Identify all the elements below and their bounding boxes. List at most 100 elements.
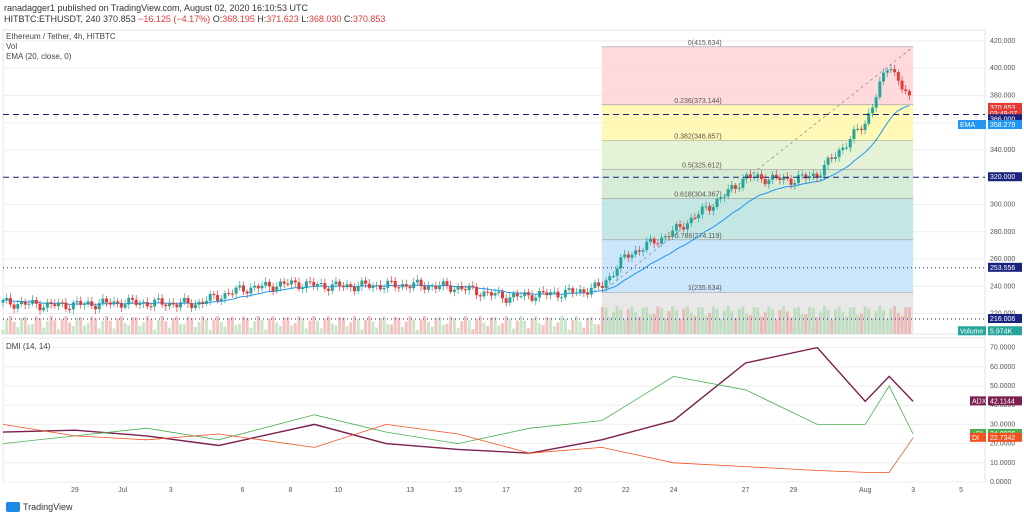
dmi-tag [970,432,986,442]
candle-body [156,298,160,300]
candle-body [260,285,264,289]
candle-body [648,238,652,242]
volume-bar [793,307,797,334]
candle-body [486,291,490,293]
candle-body [900,80,904,90]
volume-bar [674,310,678,334]
candle-body [93,305,97,310]
volume-bar [504,316,508,334]
candle-body [734,185,738,189]
candle-body [885,70,889,73]
low-label: L: [301,14,309,24]
candle-body [726,189,730,197]
volume-bar [90,316,94,334]
volume-bar [116,318,120,334]
candle-body [360,280,364,287]
volume-bar [430,326,434,334]
volume-bar [330,323,334,334]
dmi-axis-tick: 40.0000 [990,402,1015,409]
volume-bar [637,316,641,334]
volume-bar [45,321,49,334]
candle-body [364,280,368,284]
volume-bar [530,318,534,334]
candle-body [142,301,146,304]
candle-body [493,293,497,296]
volume-bar [719,318,723,334]
dmi-legend[interactable]: DMI (14, 14) [6,342,51,351]
volume-bar [182,324,186,334]
volume-bar [434,317,438,334]
volume-bar [600,306,604,334]
candle-body [893,69,897,73]
low-value: 368.030 [308,14,342,24]
volume-legend[interactable]: Vol [6,42,18,51]
candle-body [330,284,334,291]
volume-bar [611,311,615,334]
candle-body [463,289,467,291]
volume-bar [748,315,752,334]
candle-body [271,286,275,292]
candle-body [826,157,830,165]
candle-body [304,281,308,288]
volume-bar [526,328,530,334]
candle-body [748,174,752,179]
volume-bar [219,321,223,334]
candle-body [445,281,449,286]
symbol-legend[interactable]: Ethereum / Tether, 4h, HITBTC [6,32,116,41]
volume-bar [175,316,179,334]
volume-bar [819,311,823,334]
volume-bar [127,325,131,334]
candle-body [859,128,863,131]
price-change: −16.125 (−4.17%) [138,14,211,24]
volume-bar [241,316,245,334]
volume-bar [68,322,72,334]
dmi-tag [970,396,986,406]
candle-body [560,297,564,299]
candle-body [97,303,101,310]
ema-legend[interactable]: EMA (20, close, 0) [6,52,72,61]
fib-label: 0.236(373.144) [674,98,721,105]
volume-bar [652,313,656,334]
price-axis-tick: 300.000 [990,201,1015,208]
volume-bar [648,314,652,334]
candle-body [778,177,782,181]
volume-bar [449,316,453,334]
candle-body [397,287,401,289]
volume-bar [571,319,575,334]
volume-bar [693,315,697,334]
volume-bar [256,316,260,334]
volume-bar [160,316,164,334]
candle-body [230,293,234,295]
volume-bar [574,316,578,334]
candle-body [796,175,800,184]
candle-body [341,286,345,288]
candle-body [423,286,427,290]
candle-body [759,174,763,180]
candle-body [60,302,64,304]
volume-bar [885,318,889,334]
volume-bar [408,316,412,334]
volume-bar [782,306,786,334]
candle-body [130,297,134,300]
volume-bar [578,321,582,334]
volume-bar [582,327,586,334]
volume-bar [900,315,904,334]
volume-bar [586,318,590,334]
candle-body [471,285,475,288]
volume-bar [907,307,911,334]
candle-body [552,291,556,293]
volume-bar [323,318,327,334]
candle-body [426,286,430,290]
candle-body [889,69,893,71]
volume-bar [378,318,382,334]
volume-bar [567,329,571,334]
volume-bar [304,328,308,334]
candle-body [504,298,508,303]
volume-bar [745,313,749,334]
volume-bar [212,319,216,334]
volume-bar [626,309,630,334]
candle-body [534,297,538,301]
price-tag-label: 253.556 [990,265,1015,272]
volume-bar [31,323,35,334]
